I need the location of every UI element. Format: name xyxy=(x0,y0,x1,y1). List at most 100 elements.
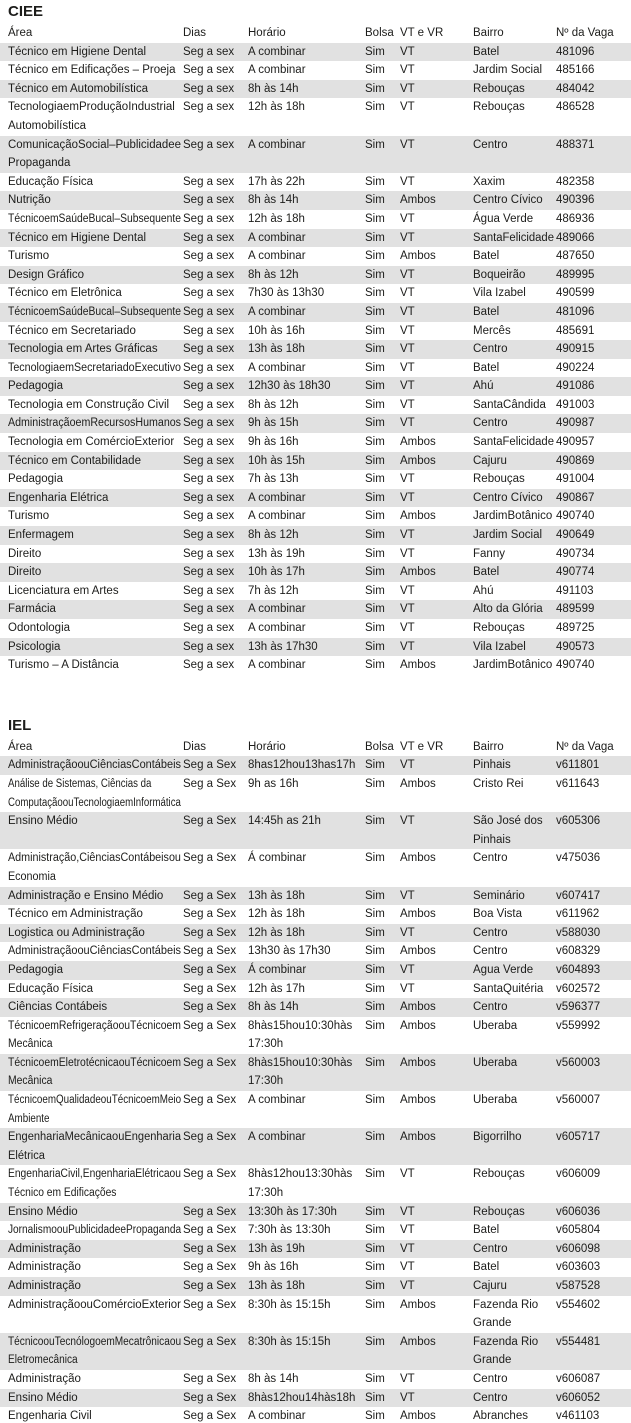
cell-vt-vr: VT xyxy=(400,889,415,902)
cell-dias: Seg a sex xyxy=(183,659,235,672)
cell-area: Enfermagem xyxy=(8,529,74,542)
cell-dias: Seg a sex xyxy=(183,436,235,449)
cell-dias: Seg a Sex xyxy=(183,945,237,958)
cell-bolsa: Sim xyxy=(365,510,385,523)
section-ciee: CIEE Área Dias Horário Bolsa VT e VR Bai… xyxy=(0,3,631,675)
cell-area: Administração xyxy=(8,1242,81,1255)
table-row: Direito Seg a sex 10h às 17h Sim Ambos Batel 4… xyxy=(0,563,631,582)
cell-vaga: 490774 xyxy=(556,566,595,579)
cell-bairro: Bigorrilho xyxy=(473,1131,522,1144)
cell-area: EngenhariaMecânicaouEngenharia Elétrica xyxy=(8,1131,182,1162)
cell-dias: Seg a sex xyxy=(183,380,235,393)
cell-dias: Seg a sex xyxy=(183,547,235,560)
cell-bairro: Centro xyxy=(473,138,508,151)
table-row: Engenharia Civil Seg a Sex A combinar Sim Am… xyxy=(0,1407,631,1423)
cell-horario: 8h às 12h xyxy=(248,268,299,281)
cell-bolsa: Sim xyxy=(365,982,385,995)
cell-dias: Seg a sex xyxy=(183,82,235,95)
cell-horario: 12h às 17h xyxy=(248,982,305,995)
cell-bolsa: Sim xyxy=(365,194,385,207)
cell-vaga: 490867 xyxy=(556,491,595,504)
cell-horario: 9h às 16h xyxy=(248,436,299,449)
cell-bairro: Uberaba xyxy=(473,1094,518,1107)
table-row: JornalismoouPublicidadeePropaganda Seg a … xyxy=(0,1221,631,1240)
cell-area: Pedagogia xyxy=(8,473,63,486)
cell-dias: Seg a Sex xyxy=(183,1372,237,1385)
table-row: Ciências Contábeis Seg a Sex 8h às 14h Sim A… xyxy=(0,998,631,1017)
cell-vaga: v605306 xyxy=(556,815,601,828)
cell-dias: Seg a Sex xyxy=(183,1280,237,1292)
cell-horario: 8h às 14h xyxy=(248,194,299,207)
cell-horario: 13h às 19h xyxy=(248,547,305,560)
cell-vaga: 488371 xyxy=(556,138,595,151)
cell-bolsa: Sim xyxy=(365,889,385,902)
cell-dias: Seg a sex xyxy=(183,640,235,653)
cell-vt-vr: VT xyxy=(400,324,415,337)
cell-bolsa: Sim xyxy=(365,287,385,300)
cell-vt-vr: Ambos xyxy=(400,1335,436,1348)
cell-vaga: 490224 xyxy=(556,361,595,374)
cell-area: Administração xyxy=(8,1280,81,1292)
cell-dias: Seg a sex xyxy=(183,138,235,151)
cell-vaga: v608329 xyxy=(556,945,601,958)
cell-bolsa: Sim xyxy=(365,1372,385,1385)
cell-bairro: Vila Izabel xyxy=(473,287,526,300)
cell-vt-vr: Ambos xyxy=(400,945,436,958)
table-row: Tecnologia em Construção Civil Seg a sex 8… xyxy=(0,396,631,415)
table-row: Técnico em Higiene Dental Seg a sex A comb… xyxy=(0,42,631,62)
cell-bairro: Boqueirão xyxy=(473,268,526,281)
cell-dias: Seg a sex xyxy=(183,510,235,523)
cell-vt-vr: Ambos xyxy=(400,659,436,672)
cell-vt-vr: VT xyxy=(400,603,415,616)
cell-vt-vr: Ambos xyxy=(400,250,436,263)
cell-bolsa: Sim xyxy=(365,231,385,244)
cell-horario: Á combinar xyxy=(248,963,307,976)
cell-area: TécnicoouTecnólogoemMecatrônicaou Eletro… xyxy=(8,1335,182,1367)
cell-vaga: v606098 xyxy=(556,1242,601,1255)
table-body-ciee: Técnico em Higiene Dental Seg a sex A comb… xyxy=(0,42,631,675)
cell-vaga: 486528 xyxy=(556,101,595,114)
cell-area: Ensino Médio xyxy=(8,1391,78,1404)
cell-dias: Seg a Sex xyxy=(183,1335,237,1348)
cell-vaga: v604893 xyxy=(556,963,601,976)
cell-bairro: Centro Cívico xyxy=(473,491,543,504)
cell-area: Tecnologia em Construção Civil xyxy=(8,398,170,411)
cell-bolsa: Sim xyxy=(365,1094,385,1107)
table-row: Farmácia Seg a sex A combinar Sim VT Alto da … xyxy=(0,600,631,619)
table-row: Ensino Médio Seg a Sex 13:30h às 17:30h Sim… xyxy=(0,1202,631,1222)
cell-horario: A combinar xyxy=(248,1131,306,1144)
cell-vt-vr: VT xyxy=(400,64,415,77)
cell-vt-vr: VT xyxy=(400,305,415,318)
cell-vt-vr: VT xyxy=(400,231,415,244)
cell-bolsa: Sim xyxy=(365,640,385,653)
cell-area: Técnico em Eletrônica xyxy=(8,287,122,300)
cell-vt-vr: VT xyxy=(400,417,415,430)
cell-dias: Seg a sex xyxy=(183,361,235,374)
table-row: TécnicoemQualidadeouTécnicoemMeio Ambien… xyxy=(0,1091,631,1128)
cell-area: TecnologiaemSecretariadoExecutivo xyxy=(8,361,182,374)
cell-bolsa: Sim xyxy=(365,547,385,560)
cell-vt-vr: Ambos xyxy=(400,852,436,865)
table-row: TecnologiaemProduçãoIndustrial Automobil… xyxy=(0,98,631,135)
cell-bolsa: Sim xyxy=(365,473,385,486)
cell-bolsa: Sim xyxy=(365,1242,385,1255)
cell-horario: A combinar xyxy=(248,1410,306,1423)
table-row: Administração,CiênciasContábeisou Econom… xyxy=(0,849,631,886)
cell-horario: 12h30 às 18h30 xyxy=(248,380,331,393)
cell-horario: A combinar xyxy=(248,603,306,616)
cell-bairro: Água Verde xyxy=(473,212,534,225)
cell-bolsa: Sim xyxy=(365,398,385,411)
table-row: Técnico em Higiene Dental Seg a sex A comb… xyxy=(0,228,631,248)
cell-vaga: v606009 xyxy=(556,1168,601,1181)
cell-vt-vr: VT xyxy=(400,547,415,560)
cell-dias: Seg a Sex xyxy=(183,852,237,865)
cell-bairro: Abranches xyxy=(473,1410,528,1423)
cell-area: Administração e Ensino Médio xyxy=(8,889,164,902)
cell-vaga: 490740 xyxy=(556,510,595,523)
cell-bairro: Rebouças xyxy=(473,1168,525,1181)
cell-area: Turismo – A Distância xyxy=(8,659,119,672)
cell-horario: 8h às 14h xyxy=(248,1372,299,1385)
cell-vt-vr: Ambos xyxy=(400,510,436,523)
cell-vaga: 489599 xyxy=(556,603,595,616)
table-header-row: Área Dias Horário Bolsa VT e VR Bairro N… xyxy=(0,738,631,757)
